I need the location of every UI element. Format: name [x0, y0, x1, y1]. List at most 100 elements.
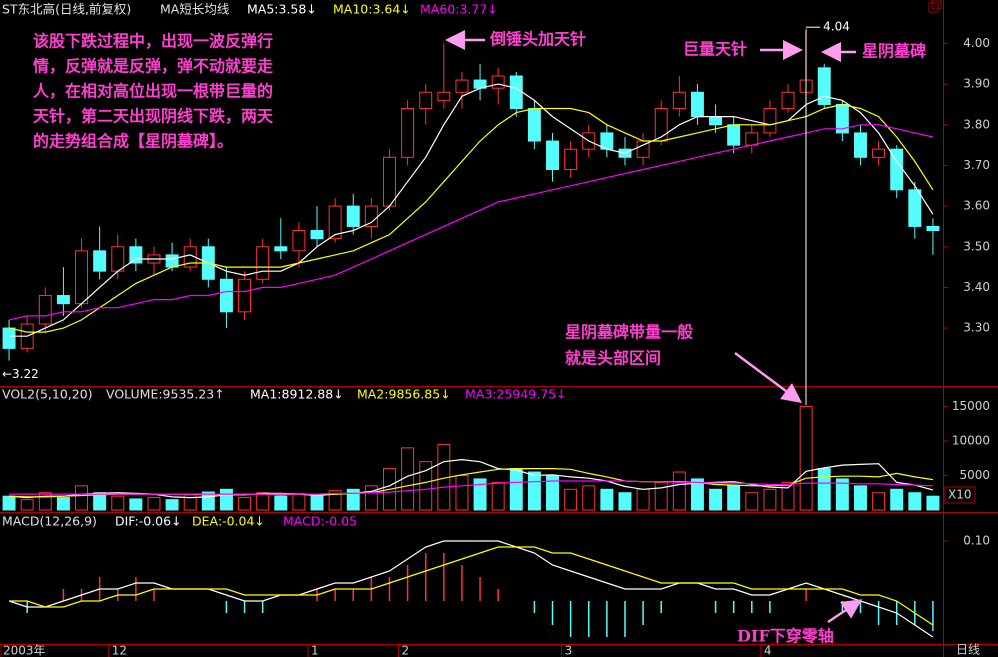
- annotation: 星阴墓碑: [862, 42, 926, 61]
- volume-bar: [527, 471, 541, 511]
- y-tick-label: 0.10: [963, 534, 990, 548]
- candle-body: [854, 132, 867, 158]
- x-tick-label: 4: [764, 644, 772, 657]
- volume-bar: [890, 488, 904, 511]
- chart-title: ST东北高(日线,前复权): [2, 2, 131, 17]
- candle-body: [165, 254, 179, 268]
- legend-entry: MA3:25949.75↓: [465, 387, 567, 402]
- volume-bar: [346, 488, 360, 511]
- volume-bar: [201, 491, 215, 511]
- window-icon[interactable]: [931, 0, 942, 10]
- max-label: 4.04: [823, 20, 850, 34]
- candle-body: [491, 75, 505, 89]
- volume-bar: [654, 481, 668, 511]
- legend-entry: MACD:-0.05: [283, 514, 357, 529]
- y-tick-label: 3.90: [963, 77, 990, 91]
- volume-bar: [763, 488, 777, 511]
- volume-bar: [328, 490, 342, 511]
- x-tick-label: 1: [311, 644, 319, 657]
- volume-bar: [219, 488, 233, 511]
- volume-bar: [908, 492, 922, 511]
- candle-body: [2, 327, 16, 349]
- ma-line: [8, 103, 934, 333]
- annotation: 天针，第二天出现阴线下跌，两天: [33, 107, 274, 126]
- candle-body: [56, 295, 70, 305]
- volume-bar: [292, 492, 306, 511]
- candle-body: [654, 108, 668, 142]
- candle-body: [38, 295, 52, 325]
- volume-bar: [183, 494, 197, 511]
- x-tick-label: 2: [402, 644, 410, 657]
- volume-current: VOLUME:9535.23↑: [106, 387, 225, 402]
- candle-body: [401, 108, 415, 158]
- y-tick-label: 3.70: [963, 158, 990, 172]
- candle-body: [292, 229, 306, 252]
- candle-body: [672, 91, 686, 110]
- volume-bar: [256, 492, 270, 511]
- legend-entry: MA1:8912.88↓: [250, 387, 344, 402]
- candle-body: [93, 250, 107, 272]
- legend-entry: DIF:-0.06↓: [115, 514, 182, 529]
- volume-bar: [38, 492, 52, 511]
- annotation: 情，反弹就是反弹，弹不动就要走: [33, 57, 273, 76]
- candle-body: [564, 148, 578, 171]
- y-tick-label: 3.40: [963, 280, 990, 294]
- volume-bar: [781, 481, 795, 511]
- arrow: [734, 351, 803, 403]
- volume-bar: [690, 478, 704, 511]
- candle-body: [274, 246, 288, 252]
- candle-body: [817, 67, 831, 105]
- candle-body: [546, 140, 559, 171]
- x-tick-label: 2003年: [3, 644, 46, 657]
- y-tick-label: 4.00: [963, 36, 990, 50]
- y-tick-label: 5000: [959, 468, 990, 482]
- candle-body: [509, 75, 523, 110]
- annotation: 巨量天针: [683, 40, 747, 59]
- volume-bar: [546, 474, 559, 511]
- y-tick-label: 10000: [952, 433, 990, 447]
- annotation: 人，在相对高位出现一根带巨量的: [33, 82, 273, 101]
- volume-bar: [835, 478, 849, 511]
- volume-bar: [817, 468, 831, 511]
- volume-bar: [75, 485, 88, 511]
- y-tick-label: 15000: [952, 399, 990, 413]
- volume-bar: [672, 471, 686, 511]
- y-tick-label: 3.80: [963, 117, 990, 131]
- indicator-name: MA短长均线: [160, 2, 230, 17]
- legend-entry: MA10:3.64↓: [333, 2, 411, 17]
- annotation: 就是头部区间: [565, 349, 661, 368]
- candle-body: [419, 91, 433, 110]
- volume-title: VOL2(5,10,20): [2, 387, 93, 402]
- volume-bar: [872, 492, 886, 511]
- legend-entry: DEA:-0.04↓: [192, 514, 265, 529]
- volume-bar: [745, 492, 759, 511]
- volume-bar: [600, 488, 614, 511]
- volume-bar: [20, 499, 34, 511]
- volume-bar: [799, 405, 813, 511]
- y-tick-label: 3.50: [963, 239, 990, 253]
- macd-line: [8, 540, 934, 638]
- candle-body: [111, 246, 125, 272]
- window-icon[interactable]: [928, 2, 939, 13]
- candle-body: [709, 116, 723, 126]
- candle-body: [183, 246, 197, 268]
- volume-bar: [618, 492, 632, 511]
- x-tick-label: 12: [112, 644, 127, 657]
- volume-bar: [111, 495, 125, 511]
- candle-body: [437, 91, 451, 101]
- candle-body: [383, 156, 396, 207]
- candle-body: [926, 225, 940, 231]
- volume-bar: [165, 499, 179, 511]
- ma-line: [8, 124, 934, 321]
- volume-bar: [709, 488, 723, 511]
- volume-bar: [926, 495, 940, 511]
- macd-line: [9, 546, 934, 626]
- x-tick-label: 3: [565, 644, 573, 657]
- plot: 3.30 3.40 3.50 3.60 3.70 3.80 3.90 4.00 5000 1000…: [0, 20, 990, 657]
- y-tick-label: 3.60: [963, 199, 990, 213]
- annotation: 星阴墓碑带量一般: [565, 323, 693, 342]
- unit-box: [944, 486, 976, 504]
- volume-bar: [854, 485, 867, 511]
- volume-bar: [310, 495, 324, 511]
